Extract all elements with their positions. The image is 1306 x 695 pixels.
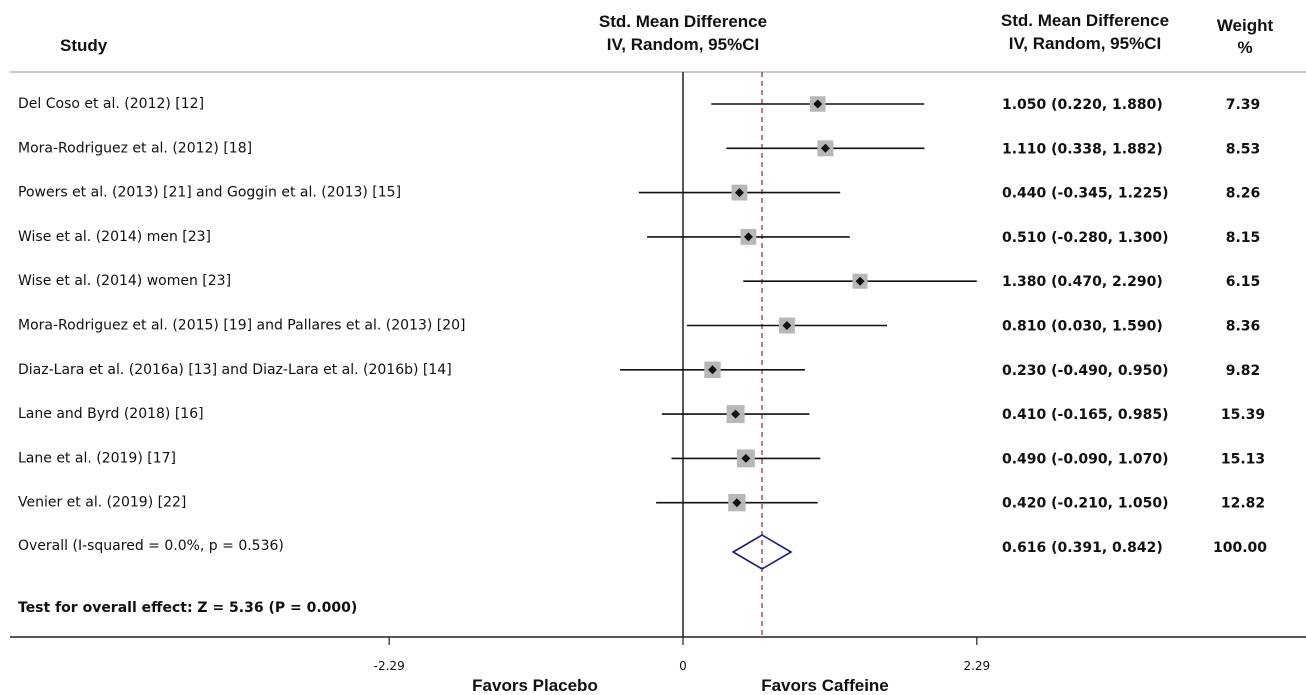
point-estimate bbox=[732, 498, 742, 508]
weight-value: 7.39 bbox=[1226, 97, 1261, 113]
study-label: Powers et al. (2013) [21] and Goggin et … bbox=[18, 185, 401, 201]
weight-header-line1: Weight bbox=[1217, 16, 1274, 35]
weight-value: 12.82 bbox=[1221, 496, 1265, 512]
study-row: Mora-Rodriguez et al. (2012) [18] 1.110 (… bbox=[18, 140, 1260, 157]
x-tick-label: 0 bbox=[679, 659, 687, 673]
overall-estimate-text: 0.616 (0.391, 0.842) bbox=[1002, 540, 1163, 556]
estimate-ci-text: 0.230 (-0.490, 0.950) bbox=[1002, 363, 1169, 379]
weight-value: 9.82 bbox=[1226, 363, 1261, 379]
point-estimate bbox=[734, 188, 744, 198]
weight-value: 8.53 bbox=[1226, 141, 1261, 157]
study-row: Del Coso et al. (2012) [12] 1.050 (0.220,… bbox=[18, 96, 1260, 113]
study-row: Diaz-Lara et al. (2016a) [13] and Diaz-L… bbox=[18, 361, 1261, 379]
weight-value: 6.15 bbox=[1226, 274, 1261, 290]
estimate-header-line2: IV, Random, 95%CI bbox=[1009, 34, 1161, 53]
study-column-header: Study bbox=[60, 36, 108, 55]
point-estimate bbox=[813, 99, 823, 109]
point-estimate bbox=[708, 365, 718, 375]
study-label: Wise et al. (2014) women [23] bbox=[18, 273, 231, 289]
weight-value: 15.39 bbox=[1221, 407, 1265, 423]
study-row: Wise et al. (2014) women [23] 1.380 (0.47… bbox=[18, 273, 1260, 290]
point-estimate bbox=[743, 232, 753, 242]
point-estimate bbox=[782, 321, 792, 330]
estimate-ci-text: 0.810 (0.030, 1.590) bbox=[1002, 319, 1163, 335]
estimate-ci-text: 0.420 (-0.210, 1.050) bbox=[1002, 496, 1169, 512]
study-row: Wise et al. (2014) men [23] 0.510 (-0.280… bbox=[18, 229, 1260, 246]
study-row: Lane and Byrd (2018) [16] 0.410 (-0.165, … bbox=[18, 405, 1265, 424]
point-estimate bbox=[855, 276, 865, 286]
study-label: Mora-Rodriguez et al. (2015) [19] and Pa… bbox=[18, 318, 466, 334]
point-estimate bbox=[741, 453, 751, 463]
favors-placebo-label: Favors Placebo bbox=[472, 676, 598, 695]
x-tick-label: -2.29 bbox=[374, 659, 405, 673]
weight-header-line2: % bbox=[1237, 38, 1252, 57]
x-tick-label: 2.29 bbox=[963, 659, 990, 673]
weight-value: 8.26 bbox=[1226, 186, 1261, 202]
study-label: Venier et al. (2019) [22] bbox=[18, 495, 186, 511]
plot-header-line1: Std. Mean Difference bbox=[599, 12, 767, 31]
weight-value: 8.36 bbox=[1226, 319, 1261, 335]
favors-caffeine-label: Favors Caffeine bbox=[761, 676, 889, 695]
study-label: Diaz-Lara et al. (2016a) [13] and Diaz-L… bbox=[18, 362, 452, 378]
estimate-ci-text: 0.440 (-0.345, 1.225) bbox=[1002, 186, 1169, 202]
weight-value: 15.13 bbox=[1221, 451, 1265, 467]
estimate-ci-text: 1.380 (0.470, 2.290) bbox=[1002, 274, 1163, 290]
study-label: Lane and Byrd (2018) [16] bbox=[18, 406, 204, 422]
study-label: Del Coso et al. (2012) [12] bbox=[18, 96, 204, 112]
overall-weight: 100.00 bbox=[1213, 540, 1267, 556]
estimate-ci-text: 1.050 (0.220, 1.880) bbox=[1002, 97, 1163, 113]
point-estimate bbox=[820, 143, 830, 153]
estimate-ci-text: 1.110 (0.338, 1.882) bbox=[1002, 141, 1163, 157]
overall-effect-test: Test for overall effect: Z = 5.36 (P = 0… bbox=[18, 600, 357, 616]
study-row: Mora-Rodriguez et al. (2015) [19] and Pa… bbox=[18, 318, 1260, 335]
estimate-ci-text: 0.490 (-0.090, 1.070) bbox=[1002, 451, 1169, 467]
estimate-ci-text: 0.510 (-0.280, 1.300) bbox=[1002, 230, 1169, 246]
overall-diamond bbox=[731, 534, 793, 570]
weight-value: 8.15 bbox=[1226, 230, 1261, 246]
study-label: Lane et al. (2019) [17] bbox=[18, 450, 176, 466]
overall-row: Overall (I-squared = 0.0%, p = 0.536) 0.6… bbox=[18, 534, 1267, 570]
overall-label: Overall (I-squared = 0.0%, p = 0.536) bbox=[18, 538, 284, 554]
study-label: Mora-Rodriguez et al. (2012) [18] bbox=[18, 140, 252, 156]
study-row: Venier et al. (2019) [22] 0.420 (-0.210, … bbox=[18, 494, 1265, 512]
study-label: Wise et al. (2014) men [23] bbox=[18, 229, 211, 245]
study-row: Powers et al. (2013) [21] and Goggin et … bbox=[18, 185, 1260, 202]
study-row: Lane et al. (2019) [17] 0.490 (-0.090, 1.… bbox=[18, 449, 1265, 467]
plot-header-line2: IV, Random, 95%CI bbox=[607, 35, 759, 54]
estimate-header-line1: Std. Mean Difference bbox=[1001, 11, 1169, 30]
point-estimate bbox=[731, 409, 741, 419]
estimate-ci-text: 0.410 (-0.165, 0.985) bbox=[1002, 407, 1169, 423]
